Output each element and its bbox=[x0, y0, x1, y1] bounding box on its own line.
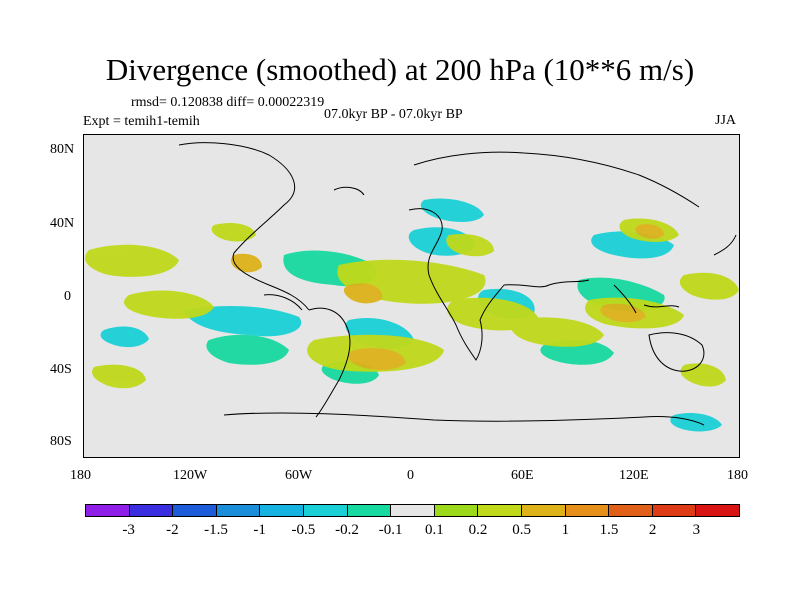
lon-tick-180w: 180 bbox=[70, 468, 91, 483]
lon-tick-120w: 120W bbox=[173, 468, 208, 483]
colorbar-label: 2 bbox=[648, 522, 657, 538]
colorbar-label: -1 bbox=[253, 522, 266, 538]
lon-tick-0: 0 bbox=[407, 468, 414, 483]
colorbar-swatch bbox=[521, 505, 566, 516]
colorbar-swatch bbox=[478, 505, 522, 516]
lat-tick-80n: 80N bbox=[50, 142, 75, 157]
colorbar-label: 0.1 bbox=[424, 522, 444, 538]
lon-tick-180e: 180 bbox=[727, 468, 748, 483]
colorbar-swatch bbox=[609, 505, 653, 516]
colorbar-swatch bbox=[434, 505, 479, 516]
lat-tick-0: 0 bbox=[64, 289, 71, 304]
lat-tick-40s: 40S bbox=[50, 362, 72, 377]
lat-tick-80s: 80S bbox=[50, 434, 72, 449]
colorbar-label: -0.5 bbox=[291, 522, 316, 538]
colorbar-label: 0.5 bbox=[512, 522, 532, 538]
lon-tick-60w: 60W bbox=[285, 468, 313, 483]
lon-tick-120e: 120E bbox=[619, 468, 649, 483]
divergence-positive-field bbox=[85, 218, 739, 389]
map-plot bbox=[83, 134, 740, 458]
colorbar-swatch bbox=[260, 505, 304, 516]
period-label: 07.0kyr BP - 07.0kyr BP bbox=[324, 107, 463, 122]
colorbar-swatch bbox=[173, 505, 217, 516]
colorbar-swatch bbox=[652, 505, 697, 516]
colorbar bbox=[85, 504, 740, 517]
map-title: Divergence (smoothed) at 200 hPa (10**6 … bbox=[105, 52, 695, 87]
season-label: JJA bbox=[715, 113, 737, 128]
lat-tick-40n: 40N bbox=[50, 216, 75, 231]
colorbar-swatch bbox=[303, 505, 348, 516]
colorbar-label: -0.1 bbox=[378, 522, 403, 538]
colorbar-swatch bbox=[347, 505, 392, 516]
colorbar-swatch bbox=[391, 505, 435, 516]
colorbar-swatch bbox=[86, 505, 130, 516]
colorbar-label: 1.5 bbox=[599, 522, 619, 538]
colorbar-label: -2 bbox=[166, 522, 179, 538]
colorbar-label: 3 bbox=[692, 522, 701, 538]
map-canvas bbox=[85, 142, 739, 432]
colorbar-swatch bbox=[565, 505, 610, 516]
colorbar-swatch bbox=[129, 505, 174, 516]
colorbar-swatch bbox=[216, 505, 261, 516]
colorbar-label: 0.2 bbox=[468, 522, 488, 538]
coastlines bbox=[178, 142, 737, 426]
stats-label: rmsd= 0.120838 diff= 0.00022319 bbox=[131, 95, 325, 110]
colorbar-label: -0.2 bbox=[335, 522, 359, 538]
colorbar-label: 1 bbox=[561, 522, 570, 538]
colorbar-label: -1.5 bbox=[204, 522, 228, 538]
colorbar-swatch bbox=[696, 505, 739, 516]
lon-tick-60e: 60E bbox=[511, 468, 534, 483]
colorbar-label: -3 bbox=[122, 522, 135, 538]
experiment-label: Expt = temih1-temih bbox=[83, 114, 200, 129]
